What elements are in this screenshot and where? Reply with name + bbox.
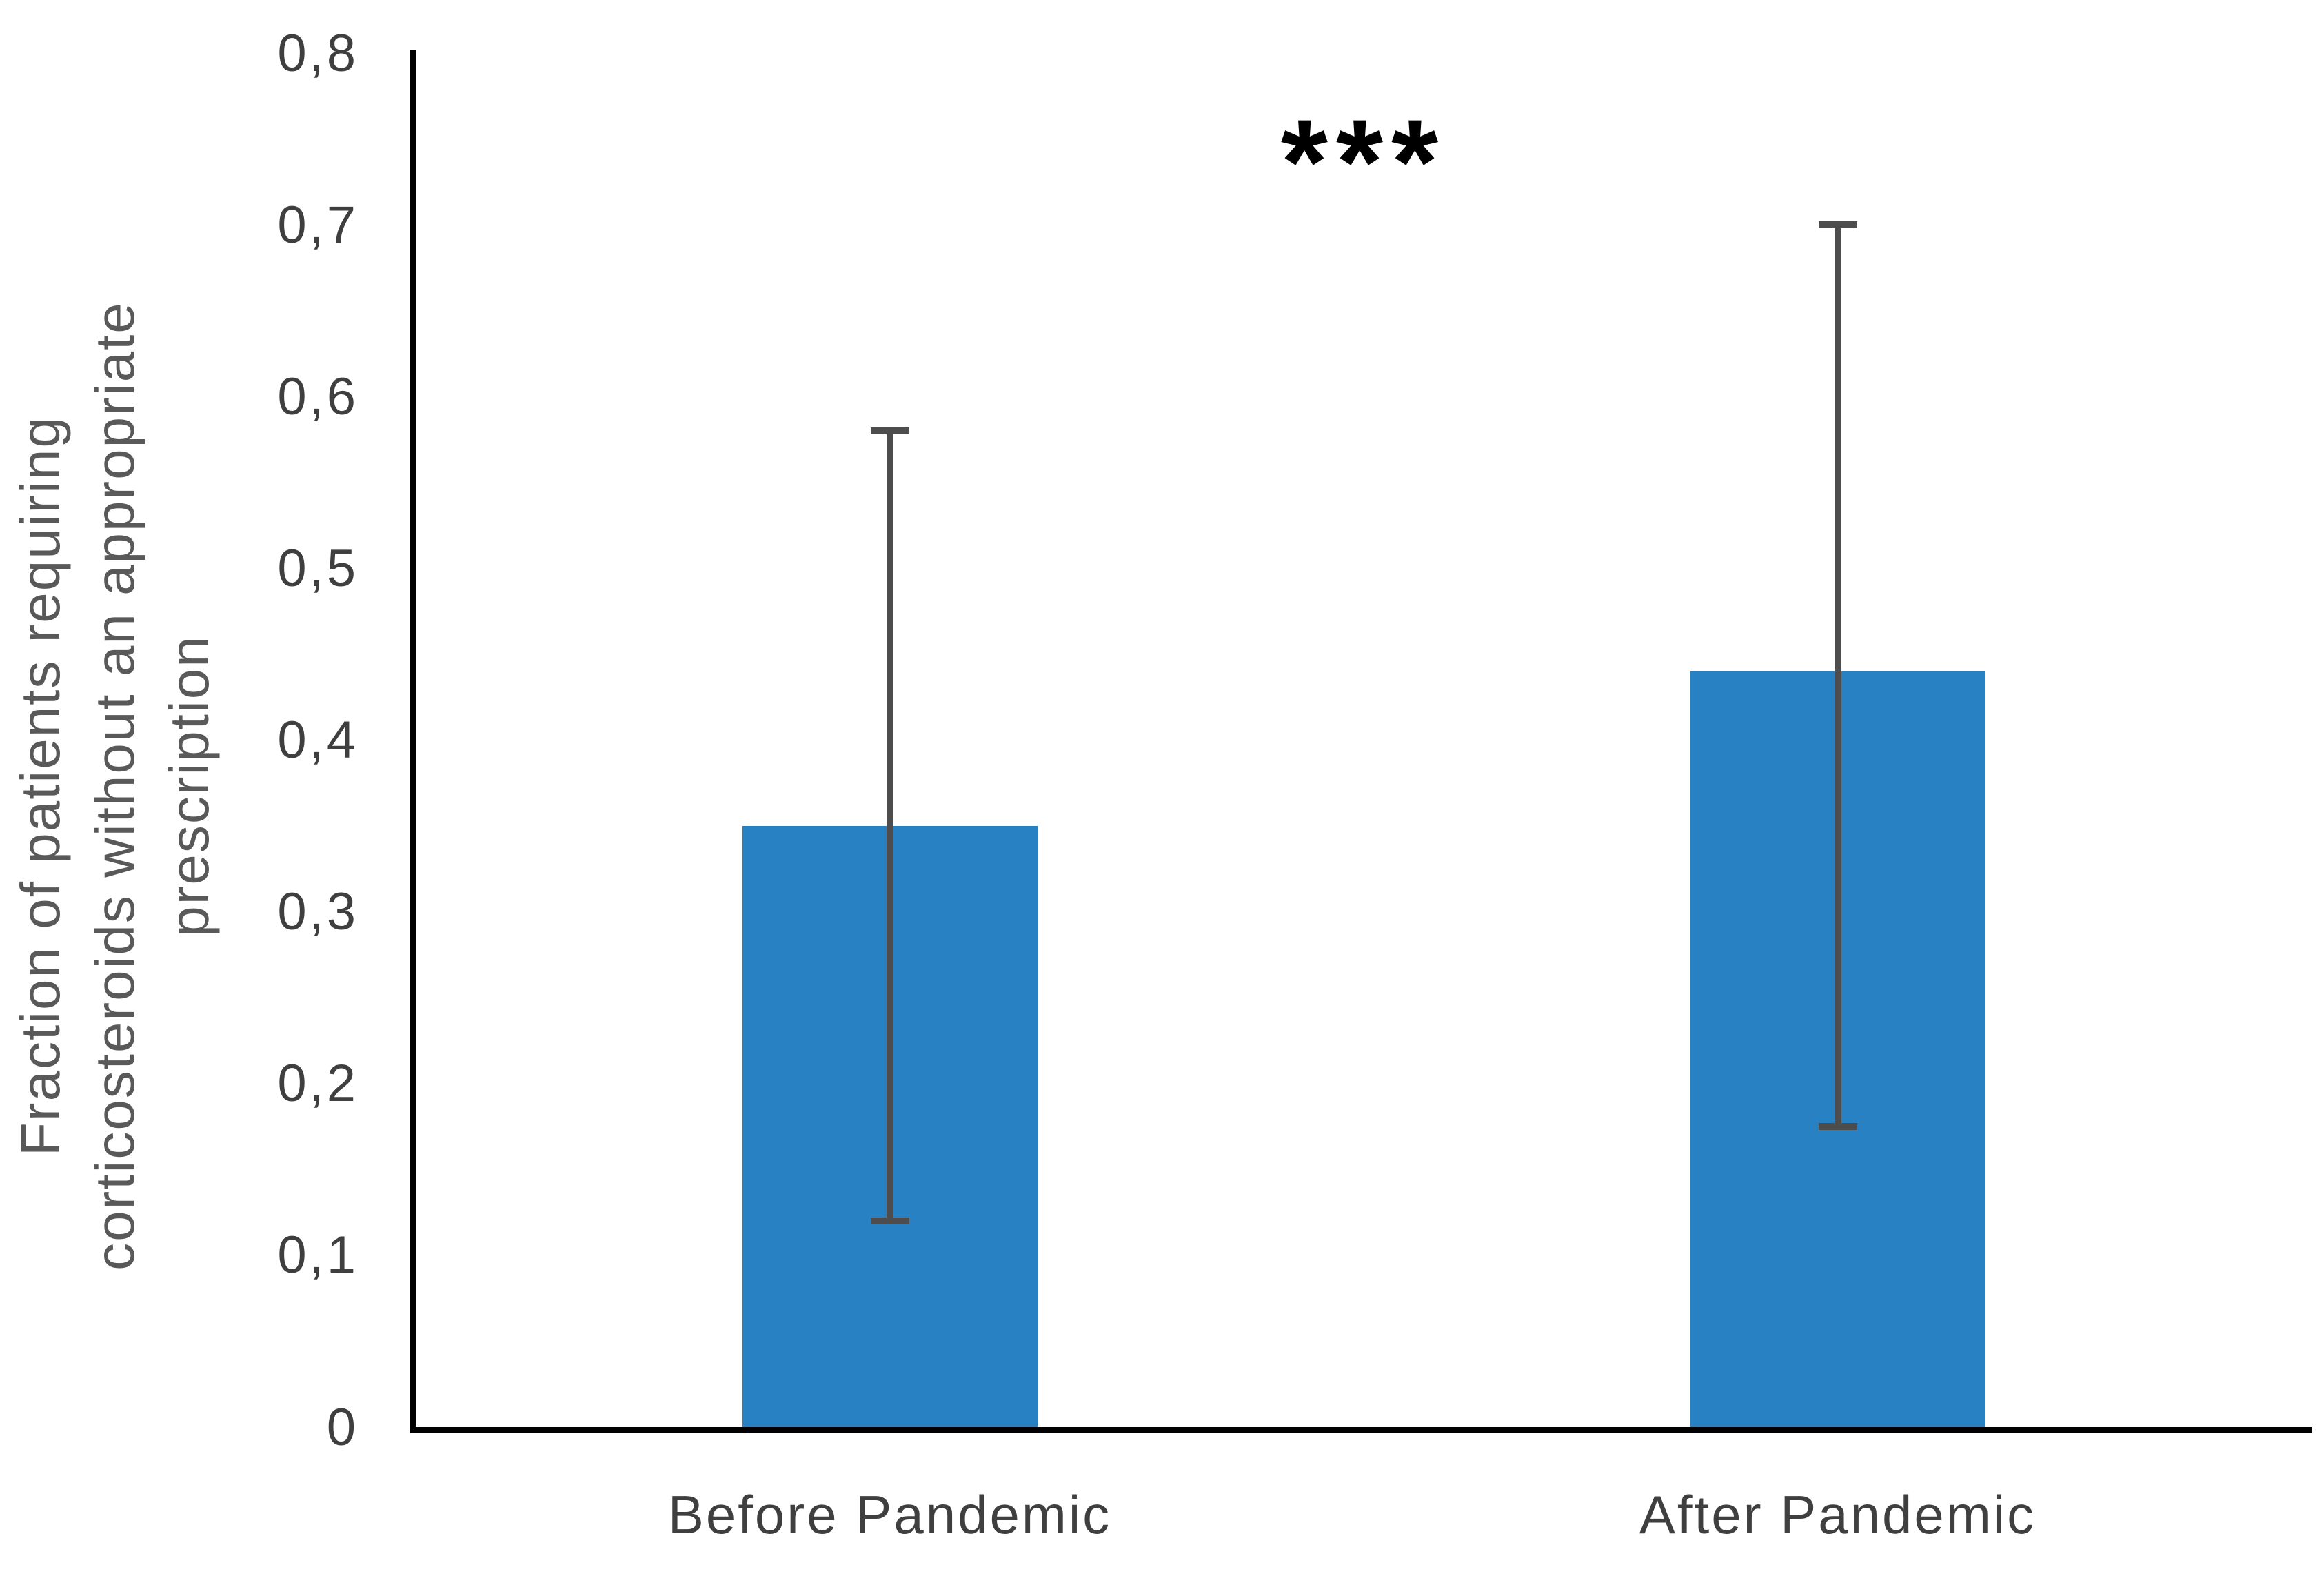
error-bar-cap — [870, 1218, 909, 1225]
y-tick-label: 0,4 — [277, 711, 358, 769]
error-bar — [1834, 225, 1841, 1127]
y-tick-label: 0,5 — [277, 538, 358, 598]
y-axis-title-line-3: prescription — [159, 635, 220, 937]
y-tick-label: 0,7 — [277, 195, 358, 254]
y-tick-label: 0 — [326, 1397, 358, 1457]
x-axis-line — [410, 1427, 2312, 1433]
y-tick-label: 0,2 — [277, 1054, 358, 1113]
significance-annotation: *** — [1280, 94, 1447, 230]
y-axis-title-line-1: Fraction of patients requiring — [10, 416, 71, 1156]
y-tick-label: 0,1 — [277, 1226, 358, 1285]
error-bar — [886, 431, 893, 1222]
y-tick-label: 0,8 — [277, 23, 358, 83]
error-bar-cap — [1818, 221, 1857, 229]
error-bar-cap — [870, 427, 909, 435]
y-tick-label: 0,3 — [277, 882, 358, 942]
y-axis-title: Fraction of patients requiring corticost… — [3, 62, 238, 1510]
error-bar-cap — [1818, 1123, 1857, 1131]
y-axis-line — [410, 50, 416, 1433]
x-category-label: After Pandemic — [1639, 1484, 2037, 1545]
x-category-label: Before Pandemic — [667, 1484, 1112, 1545]
y-axis-title-line-2: corticosteroids without an appropriate — [84, 301, 145, 1271]
y-tick-label: 0,6 — [277, 367, 358, 426]
